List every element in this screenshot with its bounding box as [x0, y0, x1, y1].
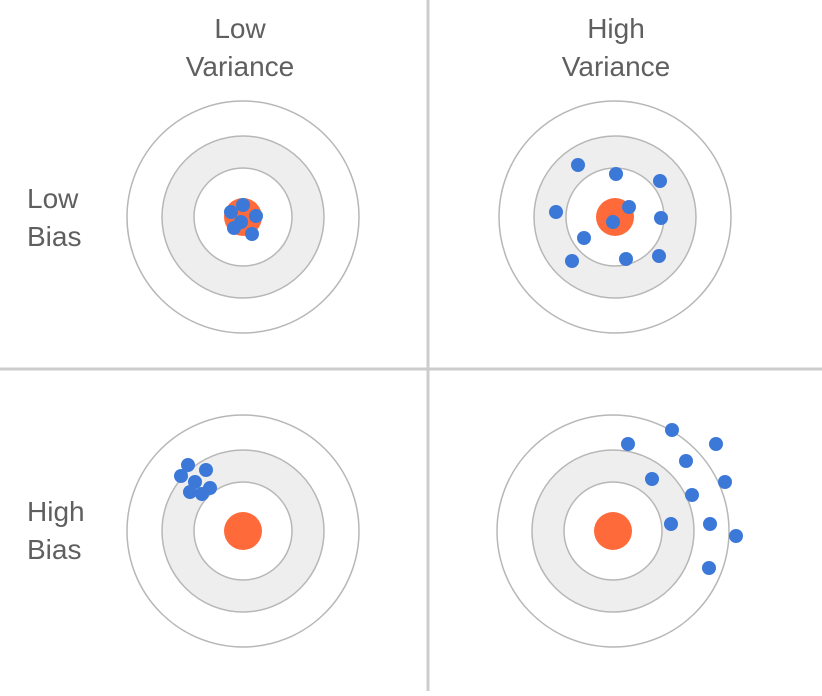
column-header-line1: Low	[214, 13, 266, 44]
row-header-line2: Bias	[27, 221, 82, 252]
shot-dot	[729, 529, 743, 543]
shot-dot	[549, 205, 563, 219]
shot-dot	[245, 227, 259, 241]
shot-dot	[565, 254, 579, 268]
target-high-bias-low-variance	[126, 414, 360, 648]
shot-dot	[664, 517, 678, 531]
shot-dot	[224, 205, 238, 219]
shot-dot	[199, 463, 213, 477]
shot-dot	[619, 252, 633, 266]
shot-dot	[685, 488, 699, 502]
row-header-line2: Bias	[27, 534, 82, 565]
column-header-line2: Variance	[185, 51, 295, 82]
shot-dot	[703, 517, 717, 531]
shot-dot	[234, 215, 248, 229]
row-header-low-bias: Low Bias	[27, 180, 81, 256]
shot-dot	[679, 454, 693, 468]
column-header-low-variance: Low Variance	[140, 10, 340, 86]
shot-dot	[606, 215, 620, 229]
target-high-bias-high-variance	[496, 414, 743, 648]
shot-dot	[577, 231, 591, 245]
shot-dot	[718, 475, 732, 489]
shot-dot	[653, 174, 667, 188]
shot-dot	[183, 485, 197, 499]
bullseye	[224, 512, 262, 550]
shot-dot	[236, 198, 250, 212]
shot-dot	[622, 200, 636, 214]
shot-dot	[621, 437, 635, 451]
column-header-line1: High	[587, 13, 645, 44]
target-low-bias-high-variance	[498, 100, 732, 334]
row-header-line1: High	[27, 496, 85, 527]
shot-dot	[709, 437, 723, 451]
column-header-line2: Variance	[561, 51, 671, 82]
shot-dot	[654, 211, 668, 225]
shot-dot	[571, 158, 585, 172]
shot-dot	[249, 209, 263, 223]
shot-dot	[609, 167, 623, 181]
shot-dot	[181, 458, 195, 472]
shot-dot	[702, 561, 716, 575]
column-header-high-variance: High Variance	[516, 10, 716, 86]
shot-dot	[195, 487, 209, 501]
shot-dot	[652, 249, 666, 263]
row-header-line1: Low	[27, 183, 79, 214]
bullseye	[594, 512, 632, 550]
row-header-high-bias: High Bias	[27, 493, 85, 569]
target-low-bias-low-variance	[126, 100, 360, 334]
shot-dot	[645, 472, 659, 486]
shot-dot	[665, 423, 679, 437]
shot-dot	[174, 469, 188, 483]
